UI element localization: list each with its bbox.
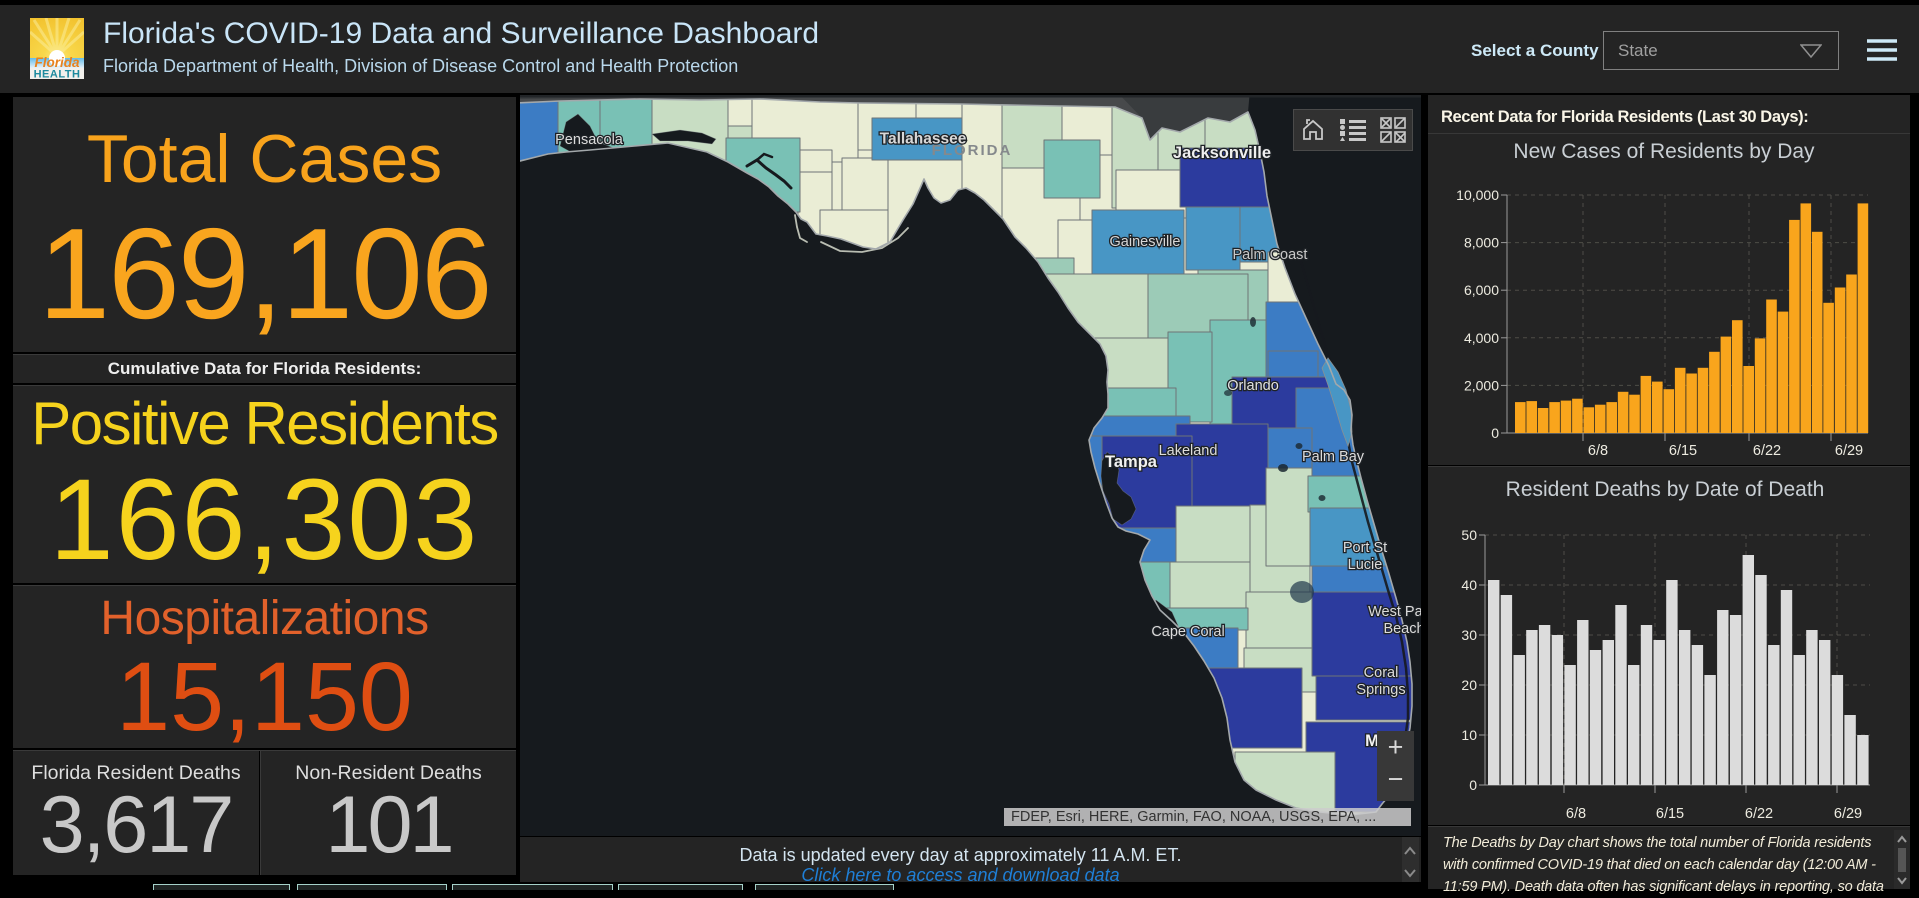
svg-text:Palm Bay: Palm Bay [1302,449,1365,465]
svg-text:Tallahassee: Tallahassee [880,130,967,147]
svg-text:6,000: 6,000 [1464,282,1499,298]
svg-text:6/8: 6/8 [1588,443,1608,459]
svg-text:Port St: Port St [1343,540,1387,556]
svg-text:Lakeland: Lakeland [1159,443,1218,459]
svg-text:6/29: 6/29 [1835,443,1863,459]
svg-text:6/8: 6/8 [1566,806,1586,822]
svg-text:Jacksonville: Jacksonville [1173,144,1271,162]
svg-text:6/15: 6/15 [1656,806,1684,822]
svg-text:0: 0 [1491,425,1499,441]
svg-text:2,000: 2,000 [1464,377,1499,393]
svg-text:30: 30 [1461,627,1477,643]
svg-text:6/15: 6/15 [1669,443,1697,459]
svg-text:West Pal: West Pal [1368,604,1421,620]
svg-text:Resident Deaths by Date of Dea: Resident Deaths by Date of Death [1506,478,1825,501]
svg-text:FLORIDA: FLORIDA [932,142,1013,159]
svg-text:M: M [1365,732,1379,750]
svg-text:40: 40 [1461,577,1477,593]
svg-text:50: 50 [1461,527,1477,543]
svg-text:6/22: 6/22 [1745,806,1773,822]
svg-text:0: 0 [1469,777,1477,793]
svg-text:10: 10 [1461,727,1477,743]
svg-text:Pensacola: Pensacola [555,132,624,148]
svg-text:4,000: 4,000 [1464,330,1499,346]
svg-text:Coral: Coral [1364,665,1399,681]
svg-text:HEALTH: HEALTH [34,69,81,80]
svg-text:Tampa: Tampa [1105,453,1158,471]
svg-text:Springs: Springs [1356,682,1405,698]
svg-text:Cape Coral: Cape Coral [1151,624,1224,640]
svg-text:8,000: 8,000 [1464,235,1499,251]
svg-text:Gainesville: Gainesville [1110,234,1181,250]
svg-text:20: 20 [1461,677,1477,693]
svg-text:6/22: 6/22 [1753,443,1781,459]
svg-text:New Cases of Residents by Day: New Cases of Residents by Day [1513,140,1815,163]
svg-text:Florida: Florida [34,55,79,70]
svg-text:Lucie: Lucie [1348,557,1383,573]
svg-text:6/29: 6/29 [1834,806,1862,822]
svg-text:10,000: 10,000 [1456,187,1499,203]
svg-text:Beach: Beach [1383,621,1421,637]
svg-text:Orlando: Orlando [1227,378,1279,394]
svg-text:Palm Coast: Palm Coast [1233,247,1308,263]
